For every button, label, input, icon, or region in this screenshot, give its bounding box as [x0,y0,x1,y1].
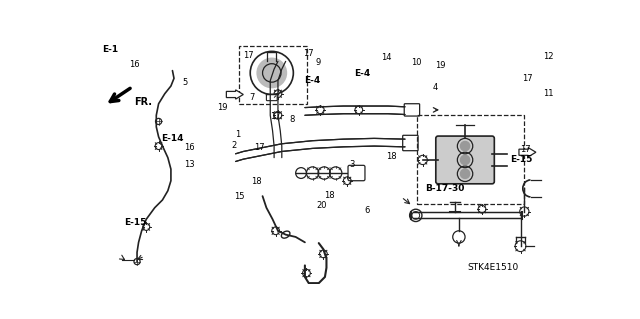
Text: 8: 8 [290,115,295,124]
FancyArrow shape [227,90,243,99]
Text: 7: 7 [249,93,254,102]
Text: 19: 19 [435,61,445,70]
Text: E-15: E-15 [124,219,146,227]
Text: E-1: E-1 [102,45,118,54]
FancyBboxPatch shape [348,165,365,181]
Text: 5: 5 [182,78,188,87]
Text: 14: 14 [381,53,392,63]
Text: E-4: E-4 [304,76,321,85]
Circle shape [460,169,470,178]
Text: 12: 12 [543,52,554,61]
Text: 18: 18 [252,177,262,186]
Text: 17: 17 [253,143,264,152]
FancyBboxPatch shape [436,136,494,184]
Text: 15: 15 [234,192,244,201]
Text: 9: 9 [316,58,321,67]
Text: 1: 1 [235,130,240,138]
FancyBboxPatch shape [403,135,418,151]
Text: FR.: FR. [134,97,152,107]
Text: 11: 11 [543,89,554,98]
Text: 17: 17 [303,49,314,58]
Text: 18: 18 [386,152,396,161]
Text: 18: 18 [324,191,335,200]
Text: 17: 17 [270,112,280,122]
Circle shape [460,141,470,151]
Text: 3: 3 [349,160,355,168]
Text: 16: 16 [129,60,140,69]
FancyBboxPatch shape [266,94,277,101]
Circle shape [257,57,287,88]
FancyBboxPatch shape [404,104,420,116]
Text: 19: 19 [217,102,227,112]
Text: E-15: E-15 [510,155,532,164]
Text: 4: 4 [433,83,438,92]
Text: 17: 17 [520,145,531,154]
Bar [239,46,307,104]
Circle shape [460,155,470,165]
Text: STK4E1510: STK4E1510 [467,263,518,272]
Text: 17: 17 [522,74,533,83]
Bar [417,115,524,204]
Text: 20: 20 [317,201,327,210]
Text: 17: 17 [243,51,253,61]
Text: E-4: E-4 [355,70,371,78]
Text: 2: 2 [232,141,237,150]
Text: 6: 6 [365,206,370,215]
Text: E-14: E-14 [161,135,184,144]
Text: 16: 16 [184,143,195,152]
Text: 13: 13 [184,160,195,168]
Text: B-17-30: B-17-30 [426,184,465,193]
Text: 10: 10 [412,58,422,67]
FancyArrow shape [519,148,536,157]
